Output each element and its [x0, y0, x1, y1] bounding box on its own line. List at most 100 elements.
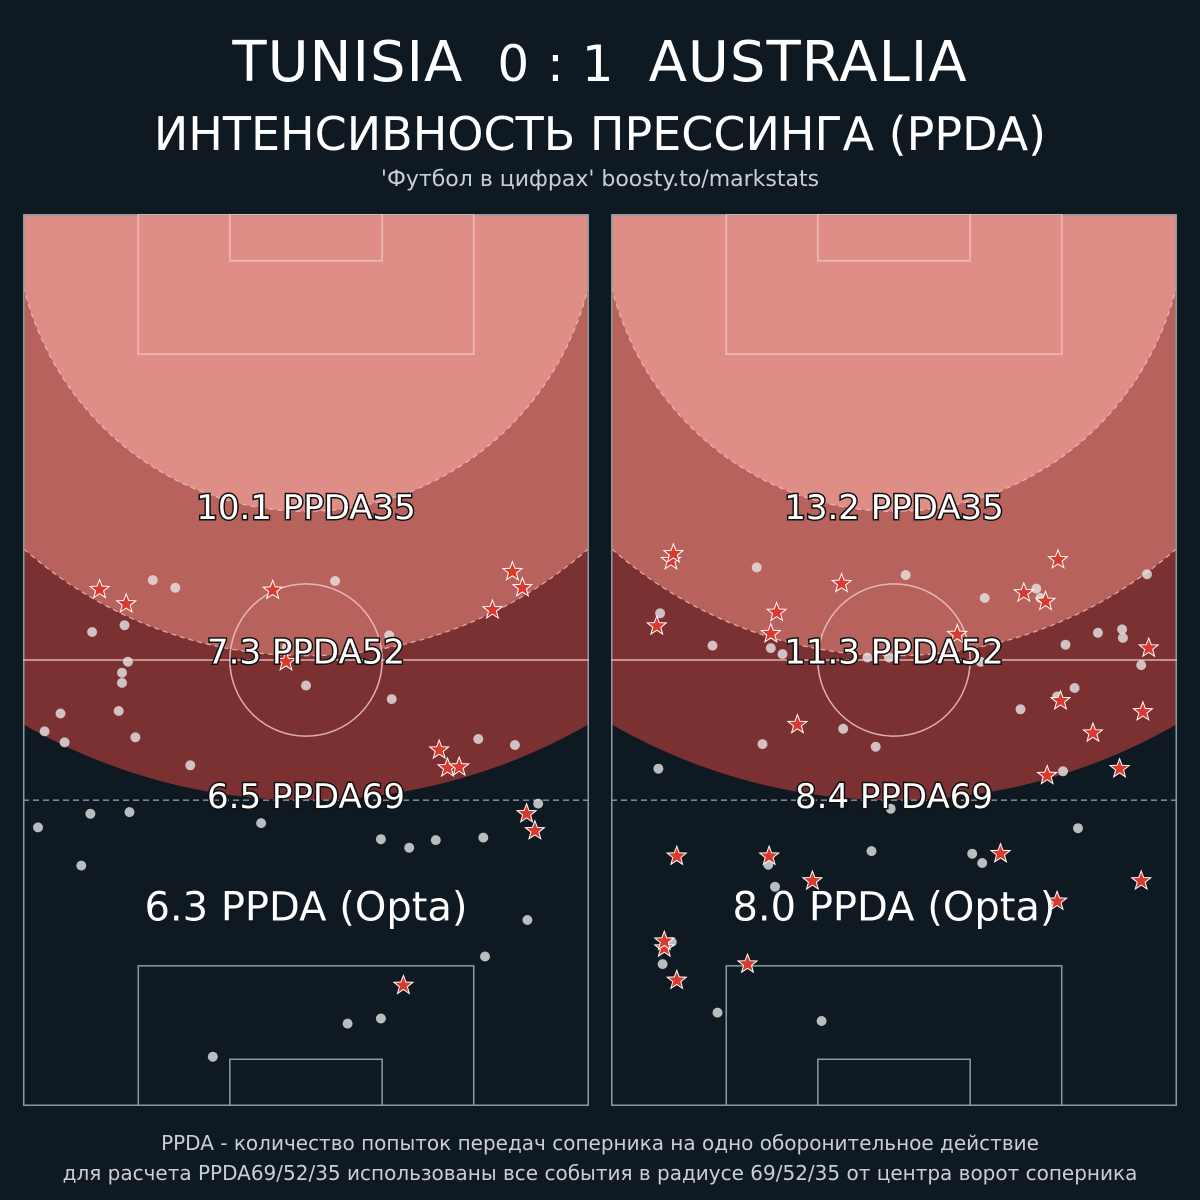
defensive-action-star-icon [662, 542, 685, 564]
footer-notes: PPDA - количество попыток передач соперн… [0, 1128, 1200, 1188]
opponent-pass-dot [712, 1007, 723, 1018]
pitch-tunisia: 10.1 PPDA35 7.3 PPDA52 6.5 PPDA69 6.3 PPDA … [23, 214, 589, 1106]
defensive-action-star-icon [1046, 889, 1069, 911]
footer-line-2: для расчета PPDA69/52/35 использованы вс… [62, 1161, 1138, 1185]
opponent-pass-dot [816, 1016, 827, 1026]
opponent-pass-dot [870, 741, 881, 752]
defensive-action-star-icon [1132, 700, 1154, 722]
opponent-pass-dot [480, 951, 490, 962]
defensive-action-star-icon [653, 936, 676, 958]
opponent-pass-dot [384, 630, 395, 641]
opponent-pass-dot [113, 706, 124, 716]
opponent-pass-dot [375, 1013, 386, 1024]
defensive-action-star-icon [428, 738, 451, 760]
opponent-pass-dot [473, 734, 484, 744]
defensive-action-star-icon [645, 614, 668, 636]
opponent-pass-dot [509, 740, 520, 750]
zone-label-ppda69: 6.5 PPDA69 [207, 777, 405, 817]
opponent-pass-dot [124, 807, 135, 818]
opponent-pass-dot [117, 667, 127, 678]
opponent-pass-dot [301, 680, 311, 691]
defensive-action-star-icon [481, 598, 504, 620]
zone-label-ppda52: 7.3 PPDA52 [207, 633, 405, 673]
opponent-pass-dot [975, 656, 986, 667]
opta-ppda-label: 6.3 PPDA (Opta) [144, 884, 467, 930]
opponent-pass-dot [87, 627, 98, 637]
opponent-pass-dot [1015, 704, 1026, 715]
goal-area-top [817, 214, 971, 262]
opponent-pass-dot [977, 858, 988, 868]
defensive-action-star-icon [1012, 581, 1035, 603]
zone-label-ppda52: 11.3 PPDA52 [784, 633, 1004, 673]
defensive-action-star-icon [511, 576, 534, 598]
opponent-pass-dot [375, 834, 386, 845]
opponent-pass-dot [757, 739, 768, 750]
opponent-pass-dot [147, 575, 158, 586]
opponent-pass-dot [342, 1018, 353, 1029]
defensive-action-star-icon [759, 622, 782, 643]
opponent-pass-dot [281, 642, 292, 653]
opponent-pass-dot [1117, 632, 1128, 643]
defensive-action-star-icon [989, 842, 1012, 863]
zone-label-ppda35: 13.2 PPDA35 [784, 488, 1004, 528]
credit-line: 'Футбол в цифрах' boosty.to/markstats [380, 167, 820, 192]
zone-label-ppda69: 8.4 PPDA69 [795, 777, 993, 817]
defensive-action-star-icon [1082, 721, 1104, 743]
defensive-action-star-icon [524, 819, 546, 840]
defensive-action-star-icon [1047, 548, 1069, 569]
defensive-action-star-icon [1034, 589, 1057, 611]
opponent-pass-dot [170, 582, 181, 593]
defensive-action-star-icon [665, 844, 688, 866]
opponent-pass-dot [967, 848, 978, 859]
opponent-pass-dot [979, 593, 990, 603]
defensive-action-star-icon [275, 650, 297, 671]
opponent-pass-dot [122, 656, 133, 667]
defensive-action-star-icon [665, 968, 688, 990]
opponent-pass-dot [478, 832, 489, 843]
defensive-action-star-icon [1108, 757, 1131, 778]
penalty-area-top [725, 214, 1063, 355]
zone-ppda35 [611, 214, 1177, 512]
opponent-pass-dot [838, 723, 849, 734]
match-title: TUNISIA 0 : 1 AUSTRALIA [0, 28, 1200, 98]
footer-line-1: PPDA - количество попыток передач соперн… [161, 1131, 1039, 1155]
opponent-pass-dot [770, 881, 780, 892]
opponent-pass-dot [1092, 627, 1103, 638]
defensive-action-star-icon [801, 869, 824, 891]
defensive-action-star-icon [88, 578, 111, 599]
home-team-name: TUNISIA [232, 30, 464, 95]
defensive-action-star-icon [392, 973, 415, 995]
opponent-pass-dot [885, 803, 896, 814]
defensive-action-star-icon [115, 592, 138, 614]
opponent-pass-dot [1073, 823, 1083, 834]
defensive-action-star-icon [261, 578, 284, 600]
opponent-pass-dot [1060, 639, 1071, 650]
opponent-pass-dot [117, 677, 127, 688]
opponent-pass-dot [430, 835, 441, 846]
opponent-pass-dot [1136, 660, 1147, 671]
opponent-pass-dot [884, 652, 894, 663]
opponent-pass-dot [653, 763, 664, 774]
opponent-pass-dot [59, 737, 70, 748]
opponent-pass-dot [707, 640, 718, 651]
centre-circle [817, 583, 971, 737]
defensive-action-star-icon [1036, 764, 1059, 785]
opponent-pass-dot [55, 708, 66, 719]
defensive-action-star-icon [1130, 869, 1153, 891]
defensive-action-star-icon [448, 755, 471, 777]
zone-label-ppda35: 10.1 PPDA35 [196, 488, 416, 528]
defensive-action-star-icon [1049, 689, 1072, 711]
opponent-pass-dot [33, 822, 43, 833]
centre-circle [229, 583, 383, 737]
opponent-pass-dot [39, 726, 50, 737]
away-team-name: AUSTRALIA [648, 30, 968, 95]
opponent-pass-dot [85, 808, 96, 819]
defensive-action-star-icon [736, 952, 759, 974]
opponent-pass-dot [1117, 624, 1128, 635]
defensive-action-star-icon [1137, 636, 1160, 658]
opponent-pass-dot [765, 643, 776, 654]
opponent-pass-dot [533, 798, 544, 809]
opponent-pass-dot [862, 652, 873, 663]
match-score: 0 : 1 [497, 35, 615, 93]
defensive-action-star-icon [946, 623, 969, 644]
